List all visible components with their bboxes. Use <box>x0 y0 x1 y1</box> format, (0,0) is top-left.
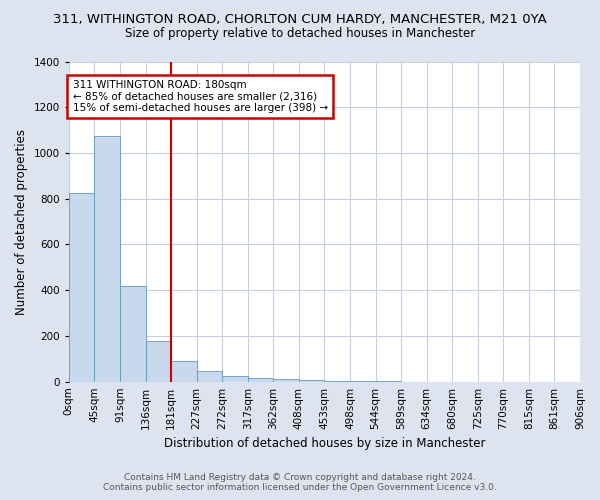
Bar <box>299 380 325 382</box>
Text: 311, WITHINGTON ROAD, CHORLTON CUM HARDY, MANCHESTER, M21 0YA: 311, WITHINGTON ROAD, CHORLTON CUM HARDY… <box>53 12 547 26</box>
Y-axis label: Number of detached properties: Number of detached properties <box>15 128 28 314</box>
Bar <box>273 380 299 382</box>
Bar <box>350 381 376 382</box>
X-axis label: Distribution of detached houses by size in Manchester: Distribution of detached houses by size … <box>164 437 485 450</box>
Text: Size of property relative to detached houses in Manchester: Size of property relative to detached ho… <box>125 28 475 40</box>
Bar <box>222 376 248 382</box>
Bar <box>248 378 273 382</box>
Text: Contains HM Land Registry data © Crown copyright and database right 2024.
Contai: Contains HM Land Registry data © Crown c… <box>103 473 497 492</box>
Text: 311 WITHINGTON ROAD: 180sqm
← 85% of detached houses are smaller (2,316)
15% of : 311 WITHINGTON ROAD: 180sqm ← 85% of det… <box>73 80 328 113</box>
Bar <box>325 380 350 382</box>
Bar <box>69 193 94 382</box>
Bar <box>120 286 146 382</box>
Bar <box>197 372 222 382</box>
Bar <box>146 340 171 382</box>
Bar <box>94 136 120 382</box>
Bar <box>171 361 197 382</box>
